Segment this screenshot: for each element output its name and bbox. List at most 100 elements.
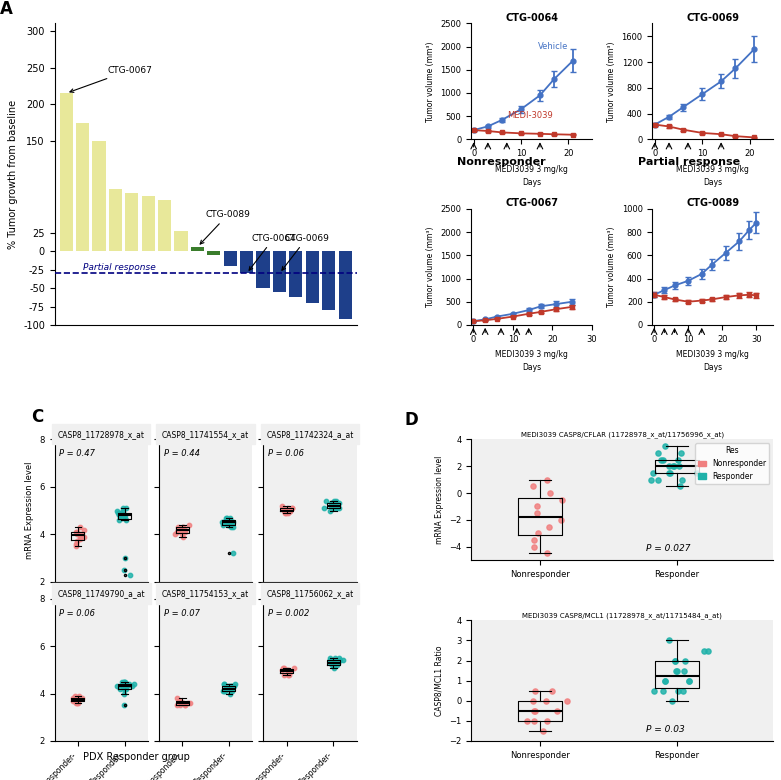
Point	[118, 675, 130, 688]
Point	[173, 694, 185, 707]
Point	[226, 547, 239, 559]
Text: MEDI-3039: MEDI-3039	[508, 112, 553, 120]
Text: PDX Responder group: PDX Responder group	[84, 753, 190, 763]
Point	[676, 447, 688, 459]
Point	[73, 533, 86, 545]
Point	[117, 502, 130, 515]
Point	[118, 675, 130, 688]
Point	[326, 497, 338, 509]
Point	[219, 514, 232, 526]
Point	[540, 547, 553, 559]
Point	[111, 680, 123, 693]
Point	[327, 500, 340, 512]
Point	[324, 652, 337, 665]
Point	[119, 502, 132, 515]
Point	[71, 694, 84, 707]
Point	[119, 509, 132, 522]
Point	[672, 685, 684, 697]
Point	[177, 697, 189, 709]
Point	[172, 523, 184, 536]
Point	[171, 526, 184, 538]
Point	[173, 694, 185, 707]
Point	[530, 507, 543, 519]
Point	[280, 505, 292, 517]
Point	[184, 697, 197, 709]
Point	[172, 521, 184, 534]
Point	[116, 505, 129, 517]
Point	[663, 466, 676, 479]
Point	[72, 694, 84, 707]
Point	[119, 551, 131, 564]
Point	[178, 699, 191, 711]
Point	[325, 500, 337, 512]
Text: P = 0.03: P = 0.03	[647, 725, 685, 734]
Y-axis label: Tumor volume (mm³): Tumor volume (mm³)	[607, 227, 616, 307]
Text: P = 0.47: P = 0.47	[59, 449, 95, 459]
Point	[70, 692, 83, 704]
Bar	[273, 251, 286, 292]
Point	[701, 644, 714, 657]
Bar	[322, 251, 335, 310]
Point	[116, 512, 129, 524]
Point	[229, 678, 241, 690]
Point	[330, 502, 343, 515]
Point	[278, 505, 291, 517]
Point	[281, 668, 294, 681]
Point	[555, 514, 567, 526]
Point	[114, 507, 127, 519]
Text: P = 0.002: P = 0.002	[268, 608, 309, 618]
Point	[326, 659, 339, 672]
Point	[326, 657, 338, 669]
Point	[330, 659, 343, 672]
Point	[216, 685, 229, 697]
Point	[676, 473, 689, 486]
Point	[179, 699, 191, 711]
Point	[276, 500, 288, 512]
Point	[662, 634, 675, 647]
Text: D: D	[405, 411, 419, 429]
Point	[66, 694, 79, 707]
Point	[226, 516, 239, 529]
Point	[672, 453, 684, 466]
Point	[671, 665, 683, 677]
Point	[648, 685, 661, 697]
Point	[70, 697, 83, 709]
Bar	[141, 197, 155, 251]
Point	[217, 519, 230, 531]
Point	[283, 668, 295, 681]
Y-axis label: CASP8/MCL1 Ratio: CASP8/MCL1 Ratio	[435, 645, 444, 716]
Point	[280, 507, 293, 519]
Point	[530, 500, 543, 512]
Point	[226, 521, 239, 534]
Point	[224, 519, 237, 531]
Point	[521, 714, 533, 727]
Point	[528, 714, 540, 727]
Title: CASP8_11756062_x_at: CASP8_11756062_x_at	[266, 589, 354, 598]
Point	[282, 664, 294, 676]
Point	[284, 505, 296, 517]
Point	[170, 699, 183, 711]
Legend: Nonresponder, Responder: Nonresponder, Responder	[695, 443, 769, 484]
Point	[325, 500, 337, 512]
Point	[328, 497, 341, 509]
Text: P = 0.07: P = 0.07	[164, 608, 200, 618]
Point	[286, 502, 298, 515]
Point	[71, 528, 84, 541]
Point	[286, 502, 298, 515]
Point	[171, 692, 184, 704]
Point	[281, 664, 294, 676]
Point	[224, 512, 237, 524]
Point	[226, 685, 238, 697]
Text: CTG-0089: CTG-0089	[200, 210, 251, 244]
Point	[115, 509, 127, 522]
Point	[220, 512, 233, 524]
Point	[697, 644, 710, 657]
Point	[70, 540, 83, 552]
Title: CASP8_11728978_x_at: CASP8_11728978_x_at	[58, 430, 144, 438]
Point	[225, 521, 237, 534]
Y-axis label: mRNA Expression level: mRNA Expression level	[25, 462, 34, 559]
Point	[224, 680, 237, 693]
Bar	[256, 251, 269, 288]
Point	[121, 680, 134, 693]
Point	[70, 697, 83, 709]
